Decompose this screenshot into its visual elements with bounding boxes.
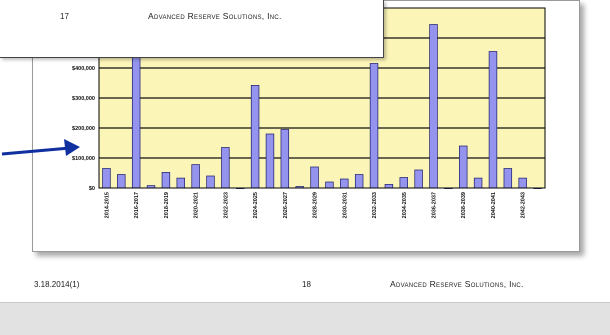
x-tick-label: 2034-2035 xyxy=(402,192,408,218)
y-tick-label: $200,000 xyxy=(72,126,95,132)
y-tick-label: $400,000 xyxy=(72,66,95,72)
front-page-number: 17 xyxy=(60,12,69,21)
x-tick-label: 2026-2027 xyxy=(283,192,289,218)
x-tick-label: 2016-2017 xyxy=(134,192,140,218)
footer-page-number: 18 xyxy=(302,280,311,289)
x-tick-label: 2032-2033 xyxy=(372,192,378,218)
y-tick-label: $100,000 xyxy=(72,156,95,162)
x-tick-label: 2018-2019 xyxy=(164,192,170,218)
x-tick-label: 2036-2037 xyxy=(432,192,438,218)
x-axis-labels: 2014-2015 2016-2017 2018-2019 2020-2021 2022… xyxy=(104,192,526,218)
x-tick-label: 2038-2039 xyxy=(461,192,467,218)
footer-company: Advanced Reserve Solutions, Inc. xyxy=(390,279,524,289)
x-tick-label: 2014-2015 xyxy=(104,192,110,218)
bottom-band xyxy=(0,302,610,335)
y-tick-label: $0 xyxy=(89,186,95,192)
bars xyxy=(102,7,542,189)
x-tick-label: 2030-2031 xyxy=(342,192,348,218)
overlapping-page: 17 Advanced Reserve Solutions, Inc. xyxy=(0,0,384,58)
x-tick-label: 2040-2041 xyxy=(491,192,497,218)
x-tick-label: 2028-2029 xyxy=(313,192,319,218)
footer-date: 3.18.2014(1) xyxy=(34,280,80,289)
x-tick-label: 2042-2043 xyxy=(521,192,527,218)
front-page-company: Advanced Reserve Solutions, Inc. xyxy=(148,11,282,21)
x-tick-label: 2020-2021 xyxy=(194,192,200,218)
x-tick-label: 2024-2025 xyxy=(253,192,259,218)
arrow-head xyxy=(64,139,80,156)
y-tick-label: $300,000 xyxy=(72,96,95,102)
x-tick-label: 2022-2023 xyxy=(223,192,229,218)
arrow-shaft xyxy=(1,146,71,156)
